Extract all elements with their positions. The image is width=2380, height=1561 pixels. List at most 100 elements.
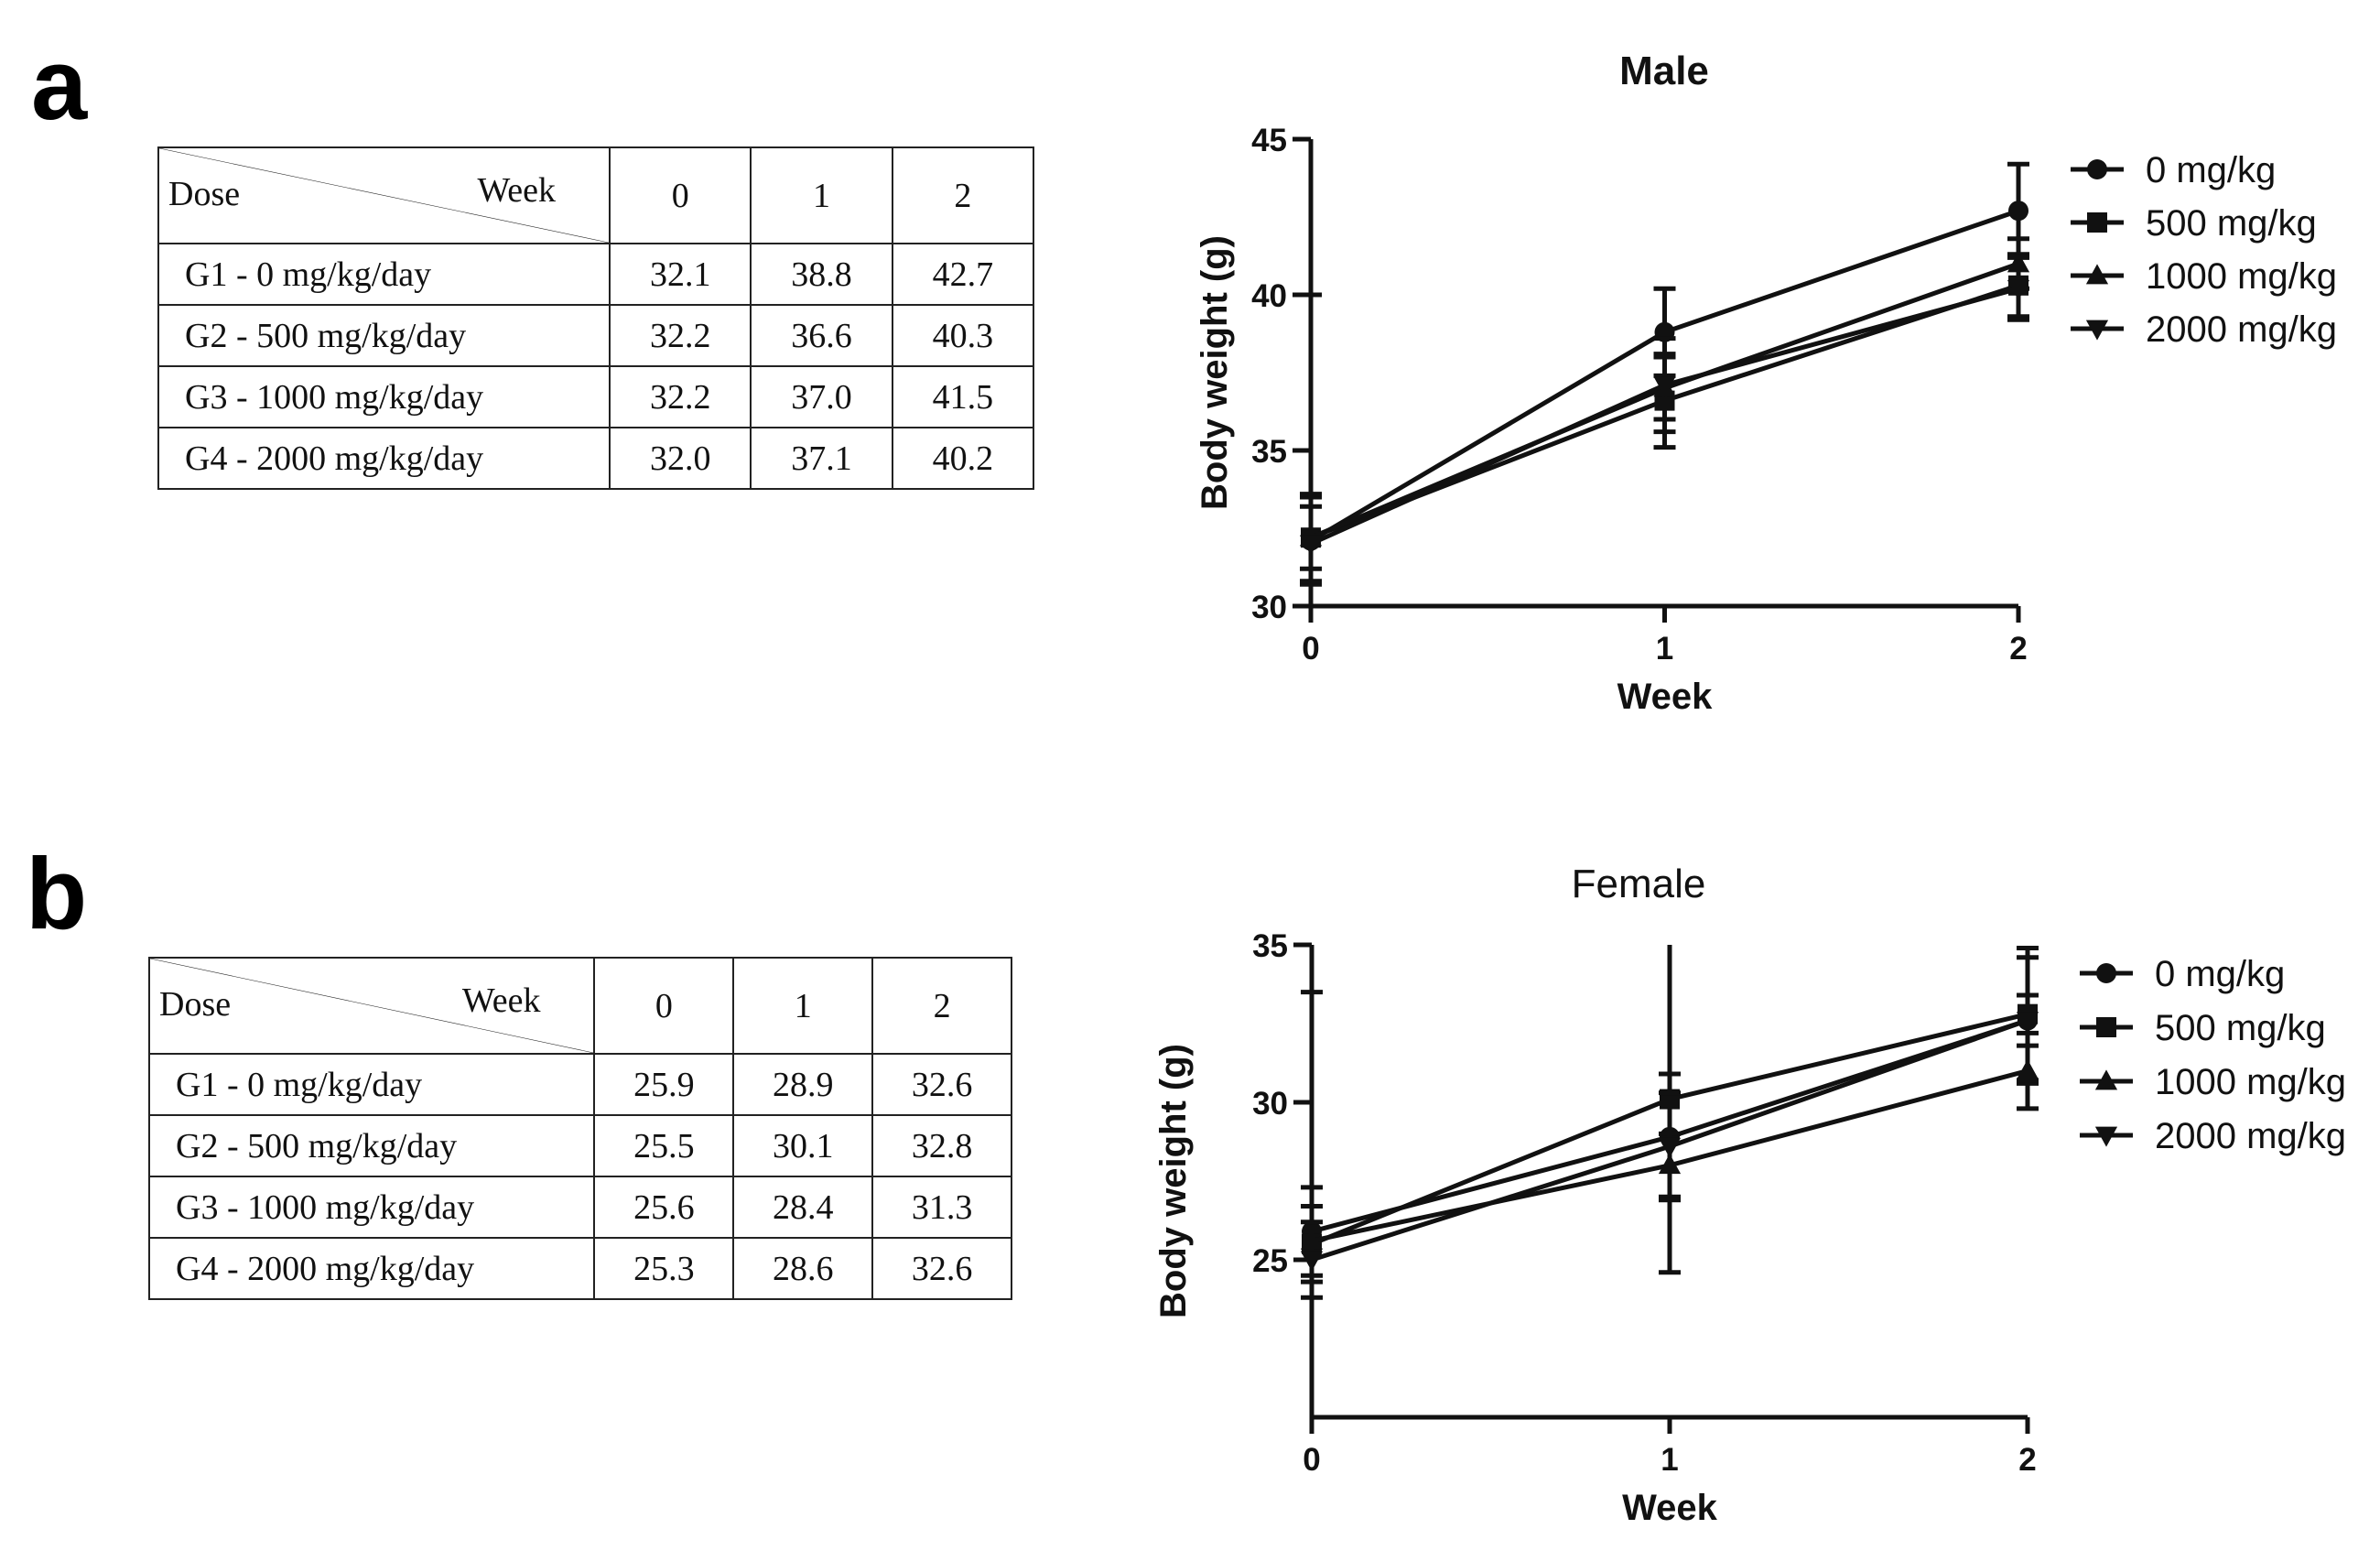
column-header: 0: [609, 146, 752, 244]
legend-label: 1000 mg/kg: [2146, 256, 2337, 297]
y-tick-label: 35: [1252, 928, 1288, 964]
legend-entry: 0 mg/kg: [2071, 150, 2276, 190]
y-tick-label: 40: [1251, 278, 1287, 314]
legend-entry: 2000 mg/kg: [2071, 309, 2337, 350]
y-tick-label: 25: [1252, 1243, 1288, 1279]
value-cell: 41.5: [891, 365, 1035, 428]
value-cell: 42.7: [891, 243, 1035, 306]
panel-label-b: b: [26, 838, 88, 950]
value-cell: 37.0: [750, 365, 893, 428]
x-tick-label: 0: [1302, 631, 1319, 667]
value-cell: 32.1: [609, 243, 752, 306]
group-cell: G4 - 2000 mg/kg/day: [147, 1237, 596, 1300]
legend-entry: 1000 mg/kg: [2080, 1062, 2346, 1102]
legend-marker: [2085, 264, 2109, 285]
value-cell: 25.6: [593, 1176, 735, 1239]
group-cell: G1 - 0 mg/kg/day: [147, 1053, 596, 1116]
group-cell: G1 - 0 mg/kg/day: [157, 243, 611, 306]
column-header: 1: [732, 957, 874, 1055]
table-row: G1 - 0 mg/kg/day 32.1 38.8 42.7: [157, 243, 1035, 306]
value-cell: 32.2: [609, 365, 752, 428]
y-tick-label: 30: [1252, 1086, 1288, 1122]
value-cell: 40.3: [891, 304, 1035, 367]
value-cell: 32.0: [609, 427, 752, 490]
group-cell: G2 - 500 mg/kg/day: [147, 1114, 596, 1177]
legend-entry: 2000 mg/kg: [2080, 1116, 2346, 1156]
column-header: 2: [871, 957, 1012, 1055]
chart-title: Male: [1619, 49, 1709, 93]
table-row: G4 - 2000 mg/kg/day 25.3 28.6 32.6: [147, 1237, 1012, 1300]
table-corner-header: Dose Week: [147, 957, 596, 1055]
legend-marker: [2094, 1126, 2118, 1147]
value-cell: 38.8: [750, 243, 893, 306]
value-cell: 31.3: [871, 1176, 1012, 1239]
dose-table-male: Dose Week 0 1 2 G1 - 0 mg/kg/day 32.1 38…: [157, 146, 1035, 490]
column-header: 0: [593, 957, 735, 1055]
x-tick-label: 2: [2018, 1442, 2036, 1478]
x-axis-label: Week: [1617, 677, 1714, 717]
legend-marker: [2087, 159, 2107, 179]
x-axis-label: Week: [1622, 1488, 1718, 1528]
group-cell: G3 - 1000 mg/kg/day: [157, 365, 611, 428]
panel-label-a: a: [31, 28, 88, 141]
legend-label: 500 mg/kg: [2155, 1008, 2326, 1048]
value-cell: 25.3: [593, 1237, 735, 1300]
legend-label: 500 mg/kg: [2146, 203, 2317, 244]
week-header: Week: [477, 171, 557, 210]
data-point: [2016, 1012, 2039, 1033]
value-cell: 25.5: [593, 1114, 735, 1177]
value-cell: 28.6: [732, 1237, 874, 1300]
x-tick-label: 2: [2009, 631, 2027, 667]
x-tick-label: 0: [1303, 1442, 1320, 1478]
legend-marker: [2094, 1069, 2118, 1090]
dose-header: Dose: [168, 175, 241, 213]
data-point: [1653, 376, 1676, 397]
legend-label: 2000 mg/kg: [2146, 309, 2337, 350]
legend-marker: [2096, 963, 2116, 983]
legend-marker: [2085, 320, 2109, 341]
data-point: [2016, 1058, 2039, 1079]
legend-label: 2000 mg/kg: [2155, 1116, 2346, 1156]
legend-entry: 1000 mg/kg: [2071, 256, 2337, 297]
series-2000-mg-kg: [1300, 992, 2039, 1300]
y-tick-label: 30: [1251, 590, 1287, 625]
table-row: G3 - 1000 mg/kg/day 25.6 28.4 31.3: [147, 1176, 1012, 1239]
legend-marker: [2096, 1017, 2116, 1037]
y-axis-label: Body weight (g): [1153, 1044, 1194, 1318]
table-corner-header: Dose Week: [157, 146, 611, 244]
value-cell: 28.4: [732, 1176, 874, 1239]
table-row: G1 - 0 mg/kg/day 25.9 28.9 32.6: [147, 1053, 1012, 1116]
value-cell: 37.1: [750, 427, 893, 490]
value-cell: 32.8: [871, 1114, 1012, 1177]
column-header: 1: [750, 146, 893, 244]
table-row: G3 - 1000 mg/kg/day 32.2 37.0 41.5: [157, 365, 1035, 428]
value-cell: 32.6: [871, 1237, 1012, 1300]
y-tick-label: 35: [1251, 434, 1287, 470]
legend-entry: 500 mg/kg: [2071, 203, 2317, 244]
table-row: G2 - 500 mg/kg/day 25.5 30.1 32.8: [147, 1114, 1012, 1177]
value-cell: 40.2: [891, 427, 1035, 490]
chart-title: Female: [1572, 862, 1706, 906]
x-tick-label: 1: [1656, 631, 1673, 667]
dose-table-female: Dose Week 0 1 2 G1 - 0 mg/kg/day 25.9 28…: [147, 957, 1012, 1300]
legend-marker: [2087, 212, 2107, 233]
value-cell: 25.9: [593, 1053, 735, 1116]
data-point: [1299, 535, 1323, 556]
value-cell: 28.9: [732, 1053, 874, 1116]
data-point: [2007, 279, 2030, 300]
y-tick-label: 45: [1251, 123, 1287, 158]
value-cell: 36.6: [750, 304, 893, 367]
legend-entry: 0 mg/kg: [2080, 954, 2285, 994]
y-axis-label: Body weight (g): [1195, 235, 1235, 510]
group-cell: G4 - 2000 mg/kg/day: [157, 427, 611, 490]
value-cell: 30.1: [732, 1114, 874, 1177]
dose-header: Dose: [159, 985, 232, 1024]
data-point: [2008, 201, 2028, 222]
series-2000-mg-kg: [1299, 255, 2030, 606]
legend-label: 0 mg/kg: [2146, 150, 2276, 190]
data-point: [1658, 1137, 1682, 1158]
value-cell: 32.6: [871, 1053, 1012, 1116]
table-row: G2 - 500 mg/kg/day 32.2 36.6 40.3: [157, 304, 1035, 367]
value-cell: 32.2: [609, 304, 752, 367]
